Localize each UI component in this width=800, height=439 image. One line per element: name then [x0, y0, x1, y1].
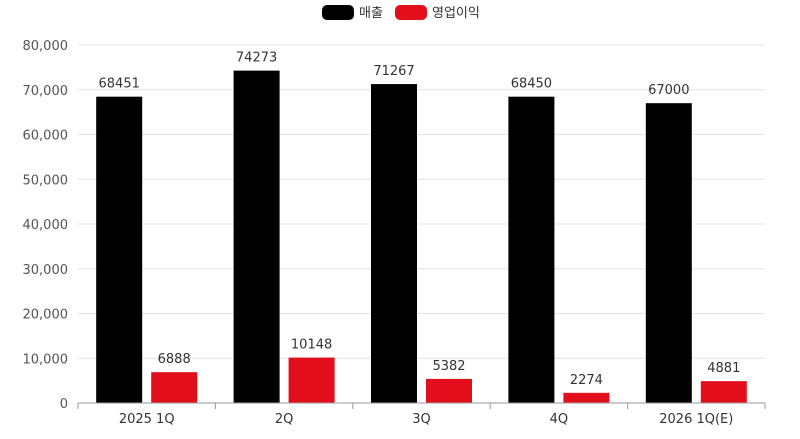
x-tick-label: 3Q [412, 412, 431, 427]
data-label-2-4: 2274 [570, 373, 603, 388]
data-label-1-5: 67000 [648, 83, 689, 98]
data-labels: 68451 6888 74273 10148 71267 5382 68450 2274 670… [99, 51, 741, 388]
x-tick-label: 2025 1Q [119, 412, 175, 427]
bar-2-4 [563, 392, 610, 403]
y-tick-label: 60,000 [23, 129, 69, 144]
bar-2-1 [151, 372, 198, 403]
data-label-2-1: 6888 [158, 352, 191, 367]
bars [96, 70, 747, 404]
legend-label-2: 영업이익 [432, 6, 480, 21]
bar-1-5 [645, 103, 692, 404]
y-tick-label: 40,000 [23, 218, 69, 233]
bar-2-5 [700, 381, 747, 403]
y-tick-label: 30,000 [23, 263, 69, 278]
x-tick-label: 2026 1Q(E) [659, 412, 733, 427]
y-tick-label: 50,000 [23, 173, 69, 188]
x-tick-label: 4Q [550, 412, 569, 427]
x-tick-label: 2Q [275, 412, 294, 427]
y-tick-label: 70,000 [23, 84, 69, 99]
data-label-1-4: 68450 [511, 77, 552, 92]
data-label-1-3: 71267 [373, 64, 414, 79]
gridlines [78, 44, 765, 359]
legend-swatch-1 [322, 5, 354, 20]
y-tick-label: 10,000 [23, 352, 69, 367]
bar-1-4 [508, 96, 555, 403]
bar-1-3 [371, 84, 417, 404]
legend-swatch-2 [395, 5, 427, 20]
bar-1-2 [233, 70, 280, 403]
bar-1-1 [96, 96, 143, 404]
y-tick-label: 80,000 [23, 39, 69, 54]
x-axis: 2025 1Q 2Q 3Q 4Q 2026 1Q(E) [77, 402, 766, 427]
y-axis: 0 10,000 20,000 30,000 40,000 50,000 60,000 70,… [23, 39, 69, 412]
bar-2-3 [426, 378, 472, 403]
data-label-1-1: 68451 [99, 77, 140, 92]
data-label-2-3: 5382 [432, 359, 465, 374]
y-tick-label: 0 [60, 397, 68, 412]
legend: 매출 영업이익 [322, 5, 480, 21]
bar-2-2 [288, 357, 335, 403]
data-label-2-5: 4881 [707, 361, 740, 376]
legend-label-1: 매출 [359, 6, 383, 21]
data-label-1-2: 74273 [236, 51, 277, 66]
y-tick-label: 20,000 [23, 308, 69, 323]
data-label-2-2: 10148 [291, 338, 332, 353]
